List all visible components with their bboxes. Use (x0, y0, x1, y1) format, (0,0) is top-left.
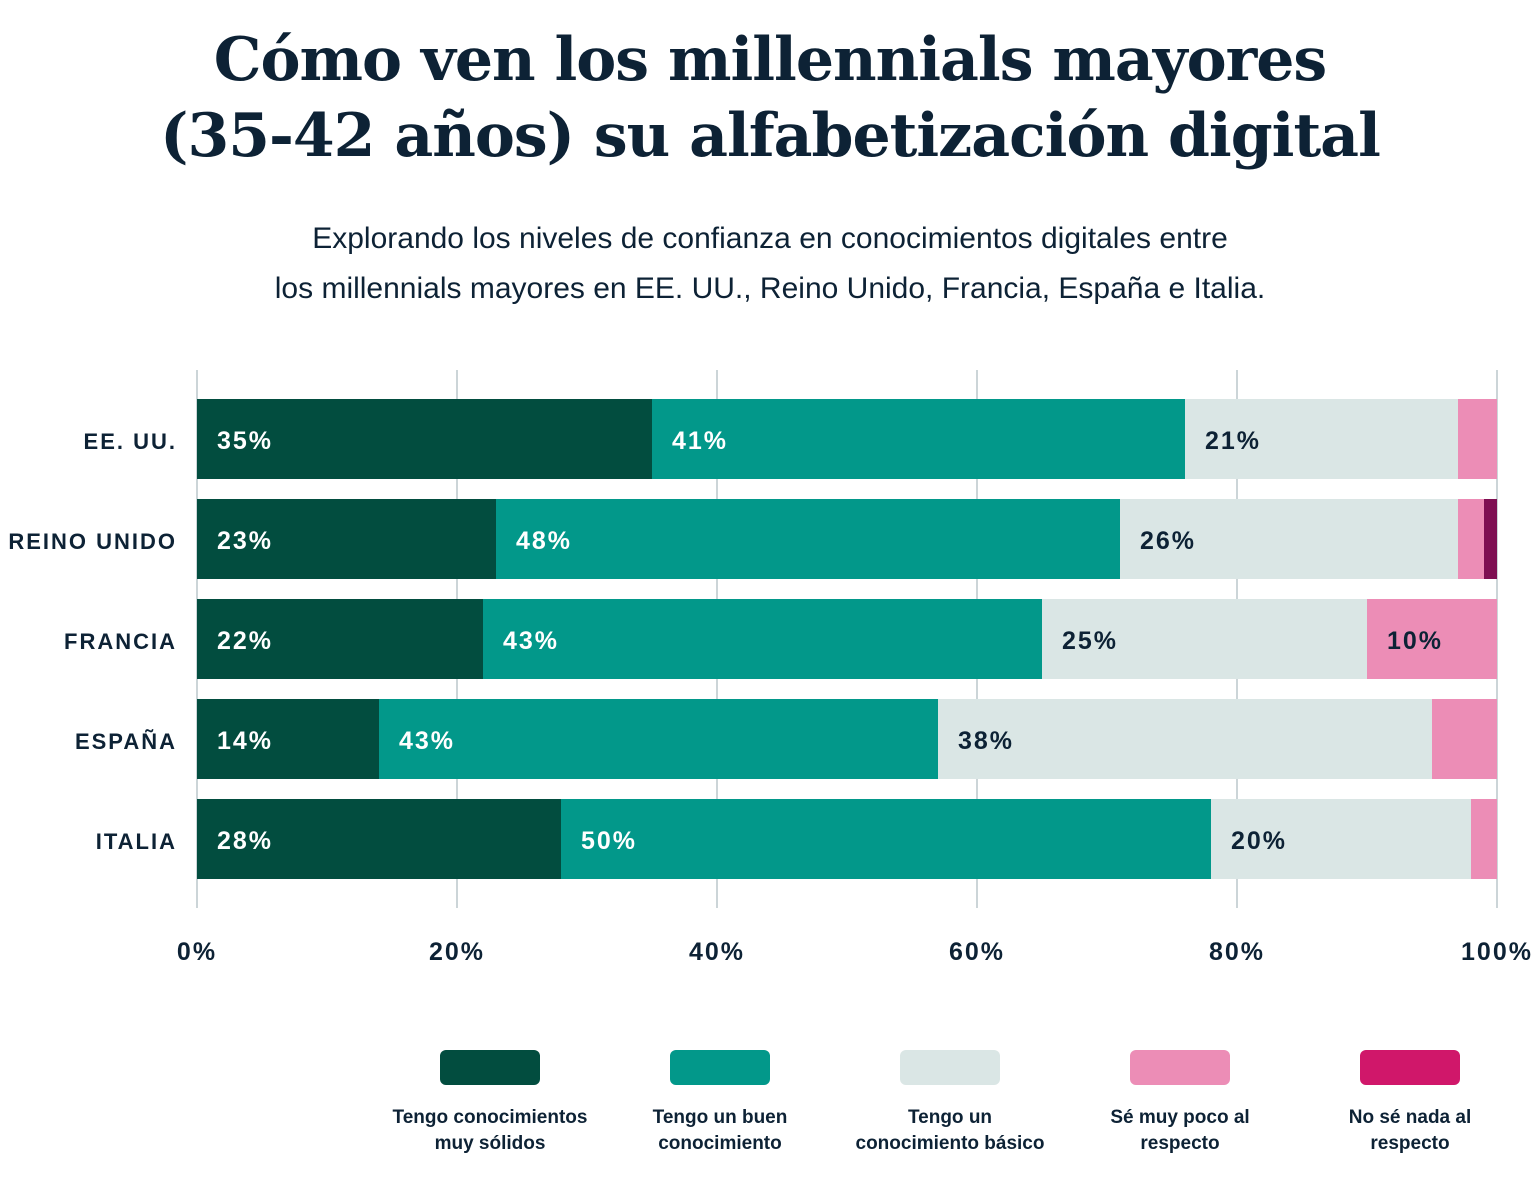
legend-label: Sé muy poco al respecto (1065, 1105, 1295, 1157)
x-tick-label: 20% (429, 938, 485, 966)
legend-label-line: conocimiento (658, 1133, 782, 1154)
legend-swatch (900, 1050, 1000, 1085)
legend-swatch (670, 1050, 770, 1085)
bar-segment (197, 799, 561, 879)
category-label: FRANCIA (64, 629, 177, 654)
data-label: 10% (1387, 627, 1443, 655)
legend-label-line: Tengo un (907, 1107, 993, 1128)
bar-segment (197, 699, 379, 779)
bar-segment (197, 399, 652, 479)
data-label: 22% (217, 627, 273, 655)
x-tick-label: 80% (1209, 938, 1265, 966)
bar-segment (1120, 499, 1458, 579)
data-label: 14% (217, 727, 273, 755)
legend-label-line: muy sólidos (434, 1133, 546, 1154)
bar-segment (938, 699, 1432, 779)
data-label: 43% (399, 727, 455, 755)
legend-swatch (1360, 1050, 1460, 1085)
data-label: 50% (581, 827, 637, 855)
category-label: ESPAÑA (75, 729, 177, 754)
chart-subtitle: Explorando los niveles de confianza en c… (0, 214, 1540, 314)
bar-segment (1484, 499, 1497, 579)
data-label: 41% (672, 427, 728, 455)
legend-item: No sé nada al respecto (1295, 1050, 1525, 1157)
bar-segment (1042, 599, 1367, 679)
legend-item: Tengo un buen conocimiento (605, 1050, 835, 1157)
bar-segment (379, 699, 938, 779)
subtitle-line: Explorando los niveles de confianza en c… (312, 222, 1228, 255)
bar-segment (1211, 799, 1471, 879)
bar-segment (1471, 799, 1497, 879)
data-label: 20% (1231, 827, 1287, 855)
subtitle-line: los millennials mayores en EE. UU., Rein… (274, 272, 1266, 305)
x-tick-label: 0% (177, 938, 217, 966)
title-line: (35-42 años) su alfabetización digital (160, 101, 1381, 171)
data-label: 23% (217, 527, 273, 555)
title-line: Cómo ven los millennials mayores (213, 25, 1327, 95)
legend-label-line: Tengo un buen (652, 1107, 788, 1128)
data-label: 21% (1205, 427, 1261, 455)
bar-segment (197, 599, 483, 679)
legend-label-line: conocimiento básico (855, 1133, 1045, 1154)
bar-segment (197, 499, 496, 579)
legend-swatch (440, 1050, 540, 1085)
bar-segment (496, 499, 1120, 579)
bar-segment (1367, 599, 1497, 679)
data-label: 35% (217, 427, 273, 455)
legend: Tengo conocimientos muy sólidos Tengo un b… (375, 1050, 1525, 1170)
legend-label: No sé nada al respecto (1295, 1105, 1525, 1157)
data-label: 43% (503, 627, 559, 655)
bar-segment (561, 799, 1211, 879)
legend-label-line: Tengo conocimientos (392, 1107, 588, 1128)
bar-segment (1185, 399, 1458, 479)
legend-label: Tengo un conocimiento básico (835, 1105, 1065, 1157)
stacked-bar-chart: 0% 20% 40% 60% 80% 100% EE. UU. 35% 41% 21% REINO … (8, 370, 1533, 966)
legend-item: Tengo conocimientos muy sólidos (375, 1050, 605, 1157)
x-tick-label: 40% (689, 938, 745, 966)
legend-label-line: respecto (1140, 1133, 1220, 1154)
category-label: REINO UNIDO (8, 529, 177, 554)
chart-title: Cómo ven los millennials mayores (35-42 … (0, 22, 1540, 174)
legend-label-line: Sé muy poco al (1110, 1107, 1250, 1128)
bar-segment (483, 599, 1042, 679)
bar-segment (652, 399, 1185, 479)
bar-segment (1432, 699, 1497, 779)
data-label: 25% (1062, 627, 1118, 655)
legend-label-line: No sé nada al (1348, 1107, 1472, 1128)
x-tick-label: 100% (1461, 938, 1533, 966)
data-label: 26% (1140, 527, 1196, 555)
legend-label-line: respecto (1370, 1133, 1450, 1154)
x-tick-label: 60% (949, 938, 1005, 966)
legend-label: Tengo un buen conocimiento (605, 1105, 835, 1157)
bar-segment (1458, 399, 1497, 479)
data-label: 38% (958, 727, 1014, 755)
legend-label: Tengo conocimientos muy sólidos (375, 1105, 605, 1157)
legend-item: Sé muy poco al respecto (1065, 1050, 1295, 1157)
data-label: 48% (516, 527, 572, 555)
bar-segment (1458, 499, 1484, 579)
legend-swatch (1130, 1050, 1230, 1085)
category-label: EE. UU. (84, 429, 177, 454)
data-label: 28% (217, 827, 273, 855)
category-label: ITALIA (96, 829, 177, 854)
legend-item: Tengo un conocimiento básico (835, 1050, 1065, 1157)
